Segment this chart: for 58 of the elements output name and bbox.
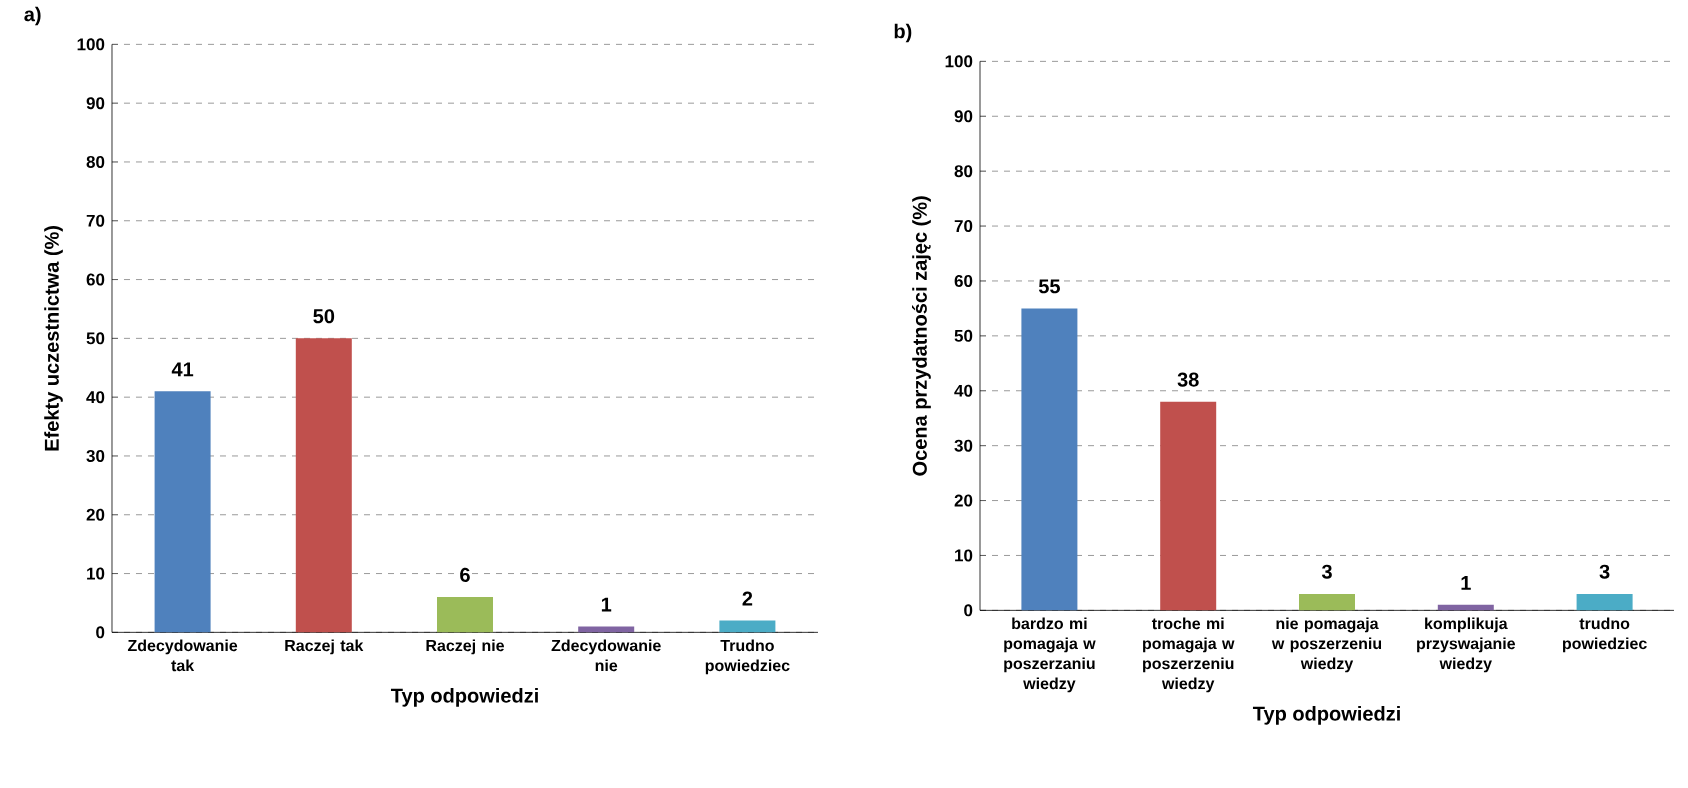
y-axis-title: Ocena przydatności zajęc (%): [912, 196, 931, 476]
x-tick-label: troche mi pomagaja w poszerzeniu wiedzy: [1143, 617, 1235, 693]
data-label: 50: [313, 308, 335, 324]
y-tick-label: 70: [86, 214, 105, 227]
bar: [719, 620, 776, 633]
bar: [1021, 308, 1078, 611]
y-tick-label: 20: [954, 494, 973, 507]
bar: [295, 338, 352, 633]
y-tick-label: 80: [954, 164, 973, 177]
bar: [1160, 401, 1217, 611]
data-label: 2: [742, 591, 753, 606]
y-tick-label: 100: [77, 38, 105, 51]
x-tick-label: komplikuja przyswajanie wiedzy: [1417, 617, 1516, 673]
y-tick-label: 50: [86, 332, 105, 345]
data-label: 3: [1321, 564, 1332, 579]
y-tick-label: 70: [954, 219, 973, 232]
y-tick-label: 30: [86, 449, 105, 462]
x-tick-label: Raczej nie: [426, 639, 505, 655]
x-tick-label: Zdecydowanie nie: [551, 639, 661, 671]
bar: [1437, 604, 1494, 611]
data-label: 6: [460, 567, 470, 582]
x-tick-label: Raczej tak: [285, 639, 364, 655]
data-label: 38: [1177, 372, 1199, 387]
y-axis-title: Efekty uczestnictwa (%): [44, 225, 63, 451]
y-tick-label: 40: [86, 390, 105, 403]
y-tick-label: 20: [86, 508, 105, 521]
y-tick-label: 90: [86, 96, 105, 109]
data-label: 3: [1599, 564, 1610, 579]
chart-title: b): [894, 23, 912, 43]
x-tick-label: trudno powiedziec: [1562, 617, 1647, 653]
y-tick-label: 90: [954, 110, 973, 123]
bar: [1299, 593, 1355, 611]
data-label: 41: [171, 362, 194, 377]
bar: [578, 626, 635, 633]
y-tick-label: 80: [86, 155, 105, 168]
y-tick-label: 0: [96, 626, 105, 639]
y-tick-label: 10: [955, 549, 973, 562]
bar: [437, 596, 494, 633]
x-tick-label: Trudno powiedziec: [705, 639, 790, 675]
data-label: 1: [601, 597, 612, 612]
x-tick-label: Zdecydowanie tak: [127, 639, 238, 671]
data-label: 1: [1461, 575, 1471, 590]
y-tick-label: 60: [86, 273, 105, 286]
bar: [154, 391, 211, 633]
y-tick-label: 10: [87, 567, 105, 580]
data-label: 55: [1038, 279, 1060, 294]
y-tick-label: 40: [954, 384, 973, 397]
x-axis-title: Typ odpowiedzi: [1252, 705, 1400, 725]
x-tick-label: nie pomagaja w poszerzeniu wiedzy: [1271, 617, 1382, 673]
x-axis-title: Typ odpowiedzi: [390, 687, 538, 707]
y-tick-label: 50: [954, 329, 973, 342]
y-tick-label: 60: [954, 274, 973, 287]
x-tick-label: bardzo mi pomagaja w poszerzaniu wiedzy: [1004, 617, 1096, 693]
bar: [1576, 593, 1633, 611]
y-tick-label: 100: [945, 55, 973, 68]
y-tick-label: 0: [964, 604, 973, 617]
y-tick-label: 30: [954, 439, 973, 452]
chart-title: a): [24, 6, 41, 26]
